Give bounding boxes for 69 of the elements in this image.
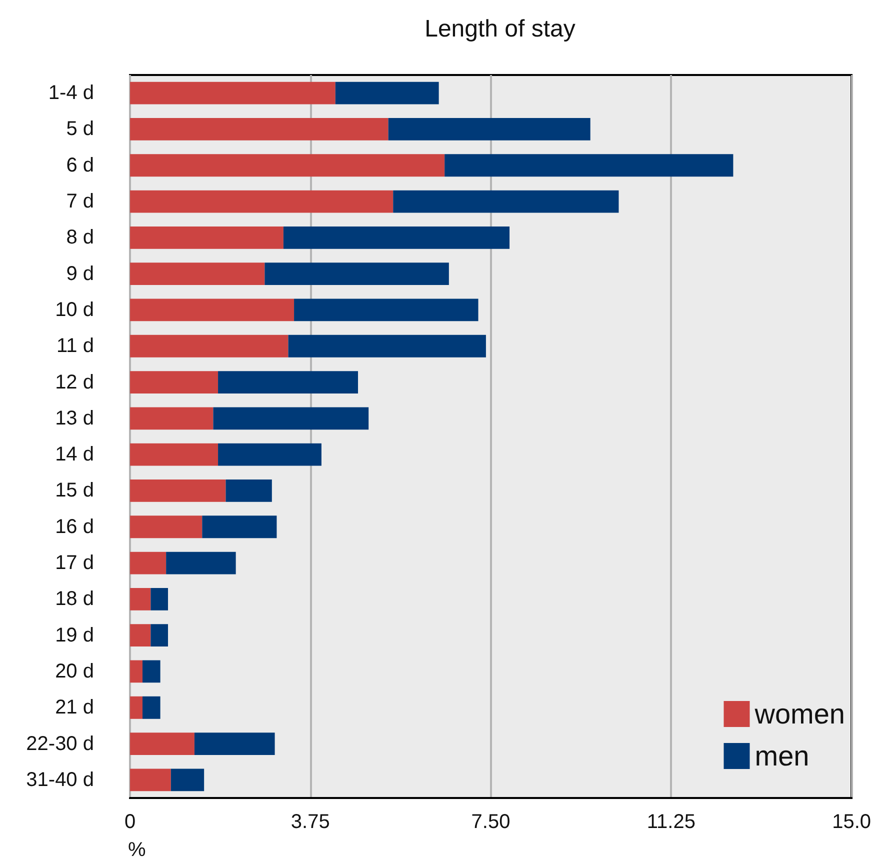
x-axis-title: %	[128, 839, 146, 861]
x-tick-label: 7.50	[471, 811, 510, 833]
bar	[213, 407, 369, 430]
bar	[130, 118, 388, 140]
bar	[264, 262, 449, 286]
y-tick-label: 16 d	[55, 516, 94, 538]
bar	[130, 768, 171, 792]
legend-label: women	[754, 698, 846, 730]
y-tick-label: 5 d	[66, 118, 94, 140]
y-tick-label: 14 d	[55, 444, 94, 466]
bar	[130, 480, 226, 502]
y-tick-label: 11 d	[56, 335, 94, 358]
bar	[194, 732, 275, 755]
bar	[130, 732, 194, 755]
bar	[130, 443, 218, 466]
y-tick-label: 6 d	[66, 154, 94, 176]
bar	[393, 190, 619, 213]
bar	[130, 588, 151, 610]
x-tick-label: 3.75	[290, 811, 330, 833]
bar	[130, 334, 288, 358]
bar	[218, 443, 322, 466]
bar	[202, 516, 277, 538]
bar	[130, 154, 445, 177]
y-tick-label: 12 d	[55, 371, 94, 394]
bar	[170, 768, 204, 792]
bar	[283, 226, 510, 249]
y-tick-label: 1-4 d	[48, 82, 94, 104]
bar	[166, 552, 236, 574]
bar	[130, 407, 214, 430]
bar	[130, 226, 284, 249]
bar	[226, 480, 272, 502]
bar	[288, 334, 486, 358]
bar	[130, 696, 143, 719]
x-tick-label: 11.25	[646, 811, 696, 833]
y-tick-label: 21 d	[55, 696, 94, 719]
bar	[130, 371, 218, 394]
y-tick-label: 13 d	[55, 407, 94, 430]
bar	[130, 298, 294, 322]
bar	[294, 298, 478, 322]
y-tick-label: 10 d	[55, 298, 94, 321]
bar	[150, 624, 168, 647]
bar	[142, 696, 160, 719]
bar	[130, 190, 394, 213]
y-tick-label: 17 d	[55, 552, 94, 574]
bar	[130, 262, 265, 286]
x-tick-label: 15.0	[832, 811, 872, 833]
y-tick-label: 8 d	[66, 226, 94, 249]
bar	[388, 118, 590, 140]
x-tick-label: 0	[124, 811, 136, 833]
y-tick-label: 15 d	[55, 480, 94, 502]
y-tick-label: 20 d	[55, 660, 94, 682]
bar	[335, 82, 439, 104]
bar	[150, 588, 168, 610]
y-tick-label: 18 d	[55, 588, 94, 610]
bar	[218, 371, 358, 394]
bar	[130, 516, 202, 538]
legend-label: men	[754, 740, 810, 772]
y-tick-label: 19 d	[55, 624, 94, 646]
bar	[444, 154, 734, 177]
bar	[142, 660, 160, 683]
y-tick-label: 7 d	[66, 190, 94, 213]
y-tick-label: 22-30 d	[26, 732, 94, 755]
bar	[130, 624, 151, 647]
bar	[130, 660, 143, 683]
bar	[130, 82, 336, 104]
bar	[130, 552, 166, 574]
y-tick-label: 31-40 d	[26, 768, 94, 791]
y-tick-label: 9 d	[66, 262, 94, 285]
chart-title: Length of stay	[424, 16, 576, 42]
